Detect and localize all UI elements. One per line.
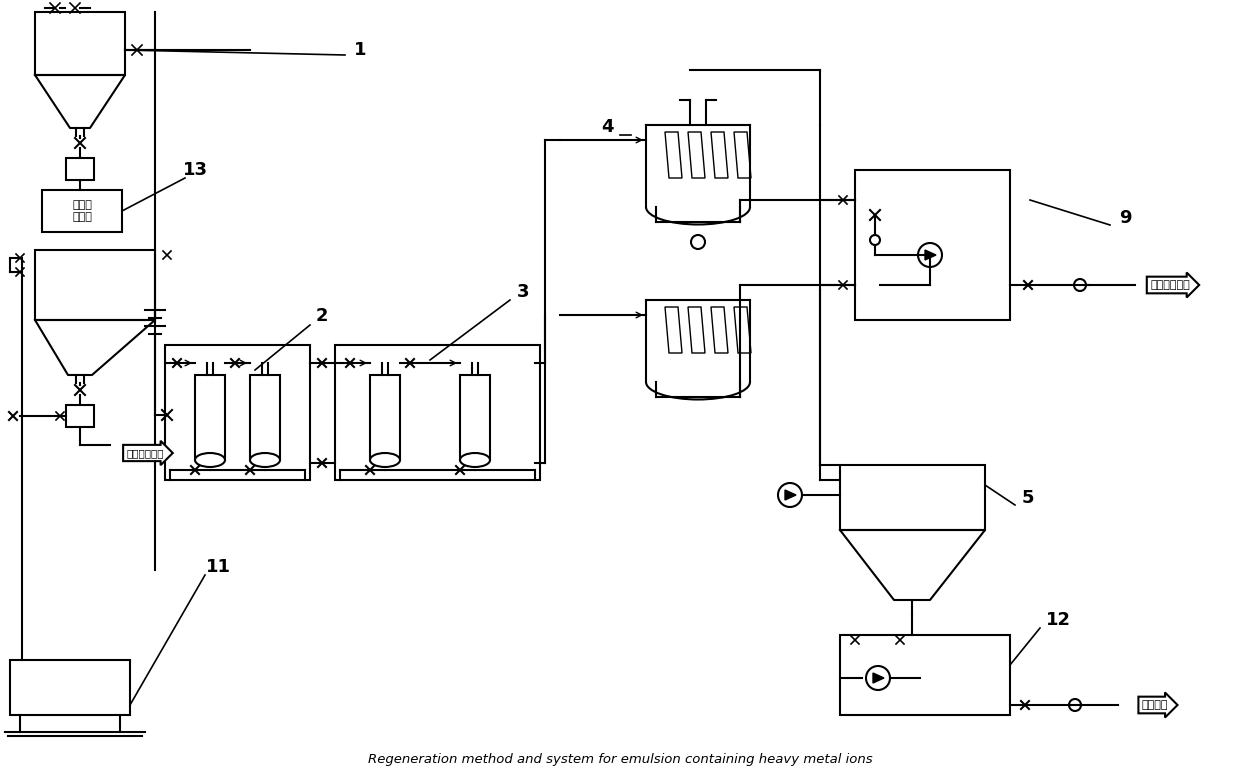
Text: 去沉降罐: 去沉降罐 (1142, 700, 1168, 710)
Ellipse shape (370, 453, 401, 467)
Bar (10, 660, 130, 715)
Text: 1: 1 (353, 41, 366, 59)
Bar (42, 190, 122, 232)
Polygon shape (925, 250, 936, 260)
Polygon shape (785, 490, 796, 500)
Polygon shape (734, 307, 751, 353)
Bar (856, 170, 1011, 320)
Text: Regeneration method and system for emulsion containing heavy metal ions: Regeneration method and system for emuls… (368, 753, 872, 767)
Text: 去固相萃取塔: 去固相萃取塔 (1151, 280, 1190, 290)
Circle shape (691, 235, 706, 249)
Circle shape (918, 243, 942, 267)
Text: 9: 9 (1118, 209, 1131, 227)
Circle shape (870, 235, 880, 245)
Polygon shape (734, 132, 751, 178)
Bar (370, 375, 401, 460)
Bar (66, 158, 94, 180)
Polygon shape (665, 132, 682, 178)
Circle shape (866, 666, 890, 690)
Bar (250, 375, 280, 460)
Bar (839, 635, 1011, 715)
Text: 12: 12 (1045, 611, 1070, 629)
Text: 5: 5 (1022, 489, 1034, 507)
Bar (35, 250, 155, 320)
Text: 去污泥回收罐: 去污泥回收罐 (126, 448, 164, 458)
Text: 3: 3 (517, 283, 529, 301)
Polygon shape (688, 307, 706, 353)
Bar (165, 345, 310, 480)
Bar (839, 465, 985, 530)
Text: 11: 11 (206, 558, 231, 576)
Text: 4: 4 (600, 118, 614, 136)
Circle shape (1069, 699, 1081, 711)
Polygon shape (665, 307, 682, 353)
Text: 去行泥
回收罐: 去行泥 回收罐 (72, 200, 92, 222)
Polygon shape (711, 132, 728, 178)
Circle shape (1074, 279, 1086, 291)
Ellipse shape (195, 453, 224, 467)
Bar (335, 345, 539, 480)
Text: 2: 2 (316, 307, 329, 325)
Ellipse shape (460, 453, 490, 467)
Bar (35, 12, 125, 75)
Bar (195, 375, 224, 460)
Bar (460, 375, 490, 460)
Polygon shape (688, 132, 706, 178)
Polygon shape (873, 673, 884, 683)
Bar (66, 405, 94, 427)
Ellipse shape (250, 453, 280, 467)
Polygon shape (711, 307, 728, 353)
Text: 13: 13 (182, 161, 207, 179)
Circle shape (777, 483, 802, 507)
